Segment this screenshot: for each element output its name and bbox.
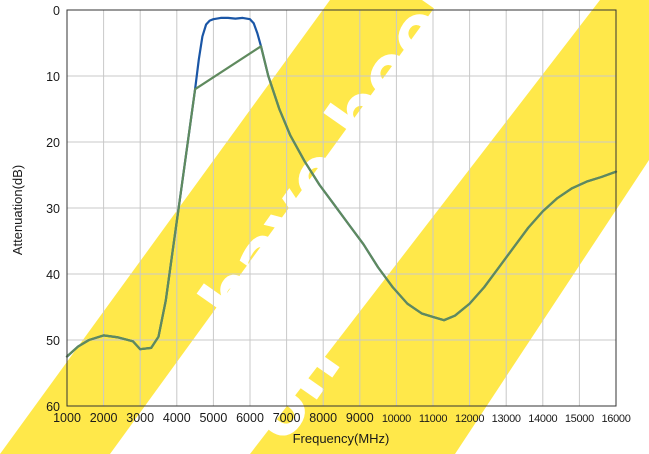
x-tick-label: 14000	[528, 413, 557, 425]
x-tick-label: 11000	[419, 413, 447, 425]
y-tick-label: 50	[46, 334, 60, 348]
x-tick-label: 4000	[163, 411, 191, 425]
x-tick-label: 9000	[346, 411, 374, 425]
x-tick-label: 2000	[90, 411, 118, 425]
series-2	[65, 45, 618, 358]
y-axis-ticks: 0 10 20 30 40 50 60	[46, 4, 60, 414]
y-axis-title: Attenuation(dB)	[10, 165, 25, 255]
plot-frame	[66, 9, 617, 407]
x-axis-ticks: 1000 2000 3000 4000 5000 6000 7000 8000 9000 1000…	[53, 411, 631, 425]
x-tick-label: 7000	[273, 411, 301, 425]
series-line	[65, 45, 618, 358]
x-tick-label: 16000	[601, 413, 630, 425]
y-tick-label: 0	[53, 4, 60, 18]
x-tick-label: 3000	[126, 411, 154, 425]
x-tick-label: 13000	[492, 413, 521, 425]
x-axis-title: Frequency(MHz)	[293, 431, 390, 446]
y-tick-label: 30	[46, 202, 60, 216]
x-tick-label: 6000	[236, 411, 264, 425]
x-tick-label: 5000	[199, 411, 227, 425]
y-tick-label: 20	[46, 136, 60, 150]
x-tick-label: 1000	[53, 411, 81, 425]
series-group	[65, 16, 618, 358]
x-tick-label: 12000	[455, 413, 484, 425]
y-tick-label: 40	[46, 268, 60, 282]
y-tick-label: 60	[46, 400, 60, 414]
y-tick-label: 10	[46, 70, 60, 84]
x-tick-label: 10000	[382, 413, 411, 425]
x-tick-label: 15000	[565, 413, 594, 425]
x-tick-label: 8000	[309, 411, 337, 425]
